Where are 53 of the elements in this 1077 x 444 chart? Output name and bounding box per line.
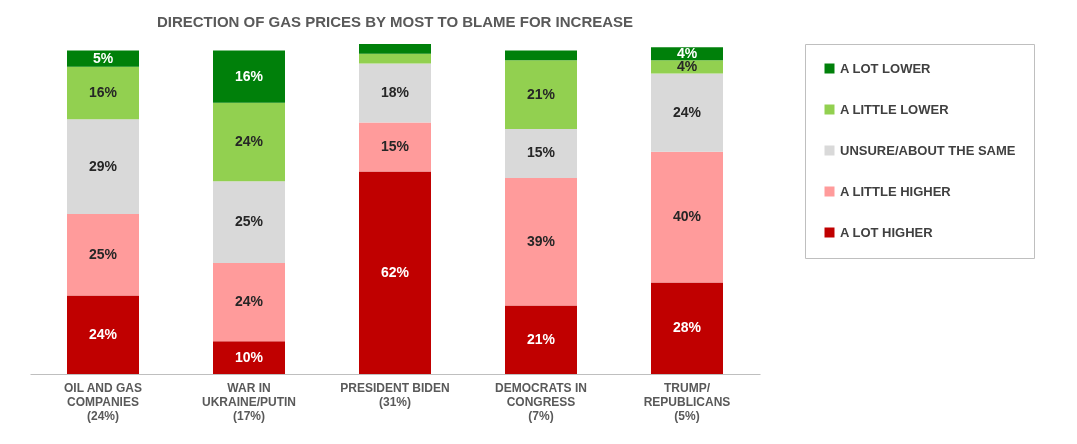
bar: [651, 73, 723, 152]
legend-label: A LOT HIGHER: [840, 224, 934, 240]
data-label: 62%: [380, 263, 410, 280]
bar: [359, 122, 431, 172]
bar: [213, 262, 285, 342]
bar: [67, 66, 139, 120]
x-tick-label: TRUMP/ REPUBLICANS (5%): [643, 380, 731, 423]
legend-label: A LITTLE LOWER: [840, 101, 950, 117]
bar: [505, 305, 577, 374]
bar: [651, 282, 723, 374]
bar: [651, 151, 723, 283]
data-label: 28%: [672, 319, 702, 336]
data-label: 29%: [88, 157, 118, 174]
data-label: 18%: [380, 84, 410, 101]
data-label: 24%: [234, 293, 264, 310]
x-tick-label: PRESIDENT BIDEN (31%): [340, 380, 450, 409]
bar: [359, 63, 431, 123]
data-label: 5%: [92, 49, 114, 66]
data-label: 10%: [234, 348, 264, 365]
data-label: 21%: [526, 85, 556, 102]
chart-title: DIRECTION OF GAS PRICES BY MOST TO BLAME FOR INCREASE: [156, 12, 634, 30]
bar: [359, 44, 431, 54]
bar: [505, 177, 577, 306]
data-label: 16%: [234, 67, 264, 84]
legend-label: A LOT LOWER: [840, 60, 932, 76]
x-tick-label: DEMOCRATS IN CONGRESS (7%): [495, 380, 587, 423]
data-label: 39%: [526, 232, 556, 249]
legend-label: UNSURE/ABOUT THE SAME: [840, 142, 1016, 158]
data-label: 24%: [672, 103, 702, 120]
bar: [505, 60, 577, 129]
x-tick-label: OIL AND GAS COMPANIES (24%): [63, 380, 143, 423]
legend-label: A LITTLE HIGHER: [840, 183, 952, 199]
bar: [213, 181, 285, 263]
data-label: 15%: [380, 137, 410, 154]
bar: [67, 119, 139, 214]
bar: [505, 128, 577, 178]
bar: [213, 341, 285, 374]
data-label: 15%: [526, 144, 556, 161]
bar: [213, 50, 285, 103]
data-label: 16%: [88, 84, 118, 101]
bar: [67, 295, 139, 374]
bar: [67, 213, 139, 296]
bar: [505, 50, 577, 61]
data-label: 24%: [234, 133, 264, 150]
bar: [359, 171, 431, 374]
x-tick-label: WAR IN UKRAINE/PUTIN (17%): [201, 380, 297, 423]
bar: [359, 53, 431, 64]
data-label: 24%: [88, 325, 118, 342]
data-label: 21%: [526, 330, 556, 347]
data-label: 25%: [88, 245, 118, 262]
bar: [213, 102, 285, 182]
data-label: 40%: [672, 208, 702, 225]
data-label: 25%: [234, 213, 264, 230]
